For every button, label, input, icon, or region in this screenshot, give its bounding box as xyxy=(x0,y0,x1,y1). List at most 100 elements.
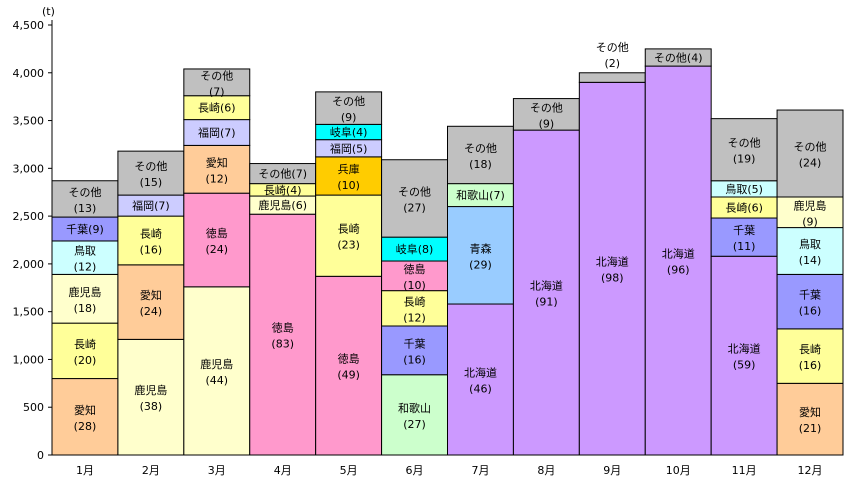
segment-name-label: 長崎 xyxy=(799,342,821,356)
segment-name-label: 北海道 xyxy=(530,279,563,293)
segment-label: 長崎(6) xyxy=(198,101,236,115)
y-tick-label: 2,500 xyxy=(13,210,45,223)
bar-segment xyxy=(51,240,119,275)
segment-name-label: その他 xyxy=(728,137,761,150)
bar-segment xyxy=(776,328,844,384)
month-bar: 北海道 (96) その他(4) xyxy=(644,48,712,456)
bar-segment xyxy=(776,109,844,198)
bars: 愛知(28)長崎(20)鹿児島(18)鳥取(12)千葉(9)その他(13)鹿児島… xyxy=(51,41,844,456)
bar-segment xyxy=(381,260,449,292)
y-axis: 0 500 1,000 1,500 2,000 2,500 3,000 3,500 4,000 4… xyxy=(13,19,53,462)
segment-label: その他(7) xyxy=(258,168,307,181)
bar-segment xyxy=(776,382,844,456)
segment-name-label: 和歌山 xyxy=(398,401,431,415)
x-tick-label: 11月 xyxy=(732,464,757,477)
segment-name-label: 愛知 xyxy=(140,288,162,302)
segment-label: 和歌山(7) xyxy=(456,188,505,202)
bar-segment xyxy=(117,215,185,266)
bar-segment xyxy=(381,325,449,376)
x-tick-label: 12月 xyxy=(798,464,823,477)
bar-segment xyxy=(447,303,514,456)
segment-label: その他(4) xyxy=(654,51,703,64)
segment-name-label: その他 xyxy=(398,185,431,198)
segment-name-label: 愛知 xyxy=(74,403,96,417)
x-tick-label: 3月 xyxy=(208,464,226,477)
segment-percent-label: (98) xyxy=(601,272,624,285)
segment-name-label: 徳島 xyxy=(338,352,360,366)
segment-name-label: その他 xyxy=(794,141,827,154)
segment-name-label: 愛知 xyxy=(799,405,821,419)
segment-percent-label: (27) xyxy=(403,418,426,431)
segment-name-label: その他 xyxy=(530,101,563,114)
segment-label: 岐阜(8) xyxy=(396,243,434,256)
x-tick-label: 8月 xyxy=(537,464,555,477)
bar-segment xyxy=(381,374,449,456)
segment-percent-label: (23) xyxy=(337,239,360,252)
segment-percent-label: (13) xyxy=(74,202,97,215)
month-bar: 徳島 (49) 長崎 (23) 兵庫 (10) 福岡(5) 岐阜(4) その他 (9) xyxy=(315,91,383,456)
bar-segment xyxy=(249,213,317,456)
segment-label: 長崎(4) xyxy=(264,183,302,197)
month-bar: 徳島 (83) 鹿児島(6)長崎(4) その他(7) xyxy=(249,163,317,456)
segment-percent-label: (91) xyxy=(535,296,558,309)
segment-name-label: その他 xyxy=(596,41,629,54)
segment-label: 鳥取(5) xyxy=(725,182,763,196)
segment-percent-label: (10) xyxy=(403,279,426,292)
segment-percent-label: (18) xyxy=(469,158,492,171)
segment-percent-label: (7) xyxy=(209,85,225,98)
y-tick-label: 4,500 xyxy=(13,19,45,32)
bar-segment xyxy=(315,194,383,277)
x-axis: 1月 2月 3月 4月 5月 6月 7月 8月 9月 10月 11月 12月 xyxy=(52,454,843,477)
bar-segment xyxy=(315,91,383,125)
segment-name-label: 千葉 xyxy=(799,288,821,302)
segment-percent-label: (38) xyxy=(140,400,163,413)
segment-name-label: その他 xyxy=(134,160,167,173)
segment-name-label: 長崎 xyxy=(404,294,426,308)
segment-percent-label: (27) xyxy=(403,201,426,214)
segment-percent-label: (15) xyxy=(140,176,163,189)
bar-segment xyxy=(315,275,383,456)
segment-percent-label: (16) xyxy=(799,359,822,372)
segment-percent-label: (24) xyxy=(799,157,822,170)
segment-percent-label: (18) xyxy=(74,302,97,315)
bar-segment xyxy=(776,273,844,330)
segment-label: 鹿児島(6) xyxy=(258,198,307,212)
bar-segment xyxy=(381,159,449,238)
month-bar: 愛知 (28) 長崎 (20) 鹿児島 (18) 鳥取 (12) 千葉(9) その他 (13) xyxy=(51,180,119,456)
segment-name-label: 北海道 xyxy=(596,255,629,269)
segment-percent-label: (29) xyxy=(469,258,492,271)
segment-percent-label: (83) xyxy=(271,338,294,351)
x-tick-label: 9月 xyxy=(603,464,621,477)
x-tick-label: 2月 xyxy=(142,464,160,477)
month-bar: 和歌山 (27) 千葉 (16) 長崎 (12) 徳島 (10) 岐阜(8) その他 (27) xyxy=(381,159,449,456)
month-bar: 北海道 (98) (2) その他 xyxy=(578,41,646,456)
segment-percent-label: (24) xyxy=(140,305,163,318)
segment-percent-label: (19) xyxy=(733,153,756,166)
segment-percent-label: (16) xyxy=(403,353,426,366)
segment-name-label: 徳島 xyxy=(272,321,294,335)
segment-name-label: 徳島 xyxy=(404,262,426,276)
segment-percent-label: (10) xyxy=(337,179,360,192)
bar-segment xyxy=(183,68,251,97)
bar-segment xyxy=(578,81,646,456)
segment-percent-label: (12) xyxy=(403,311,426,324)
x-tick-label: 7月 xyxy=(471,464,489,477)
bar-segment xyxy=(381,290,449,327)
segment-percent-label: (9) xyxy=(539,117,555,130)
segment-name-label: 千葉 xyxy=(733,223,755,237)
segment-name-label: 兵庫 xyxy=(338,162,360,176)
bar-segment xyxy=(51,378,119,456)
segment-name-label: 長崎 xyxy=(74,337,96,351)
x-tick-label: 5月 xyxy=(340,464,358,477)
bar-segment xyxy=(710,118,778,182)
segment-name-label: その他 xyxy=(68,186,101,199)
y-tick-label: 1,500 xyxy=(13,306,45,319)
segment-name-label: 長崎 xyxy=(338,222,360,236)
month-bar: 北海道 (59) 千葉 (11) 長崎(6) 鳥取(5) その他 (19) xyxy=(710,118,778,456)
segment-percent-label: (96) xyxy=(667,264,690,277)
segment-name-label: 鹿児島 xyxy=(794,198,827,212)
x-tick-label: 6月 xyxy=(406,464,424,477)
segment-percent-label: (14) xyxy=(799,254,822,267)
segment-name-label: 鹿児島 xyxy=(134,383,167,397)
